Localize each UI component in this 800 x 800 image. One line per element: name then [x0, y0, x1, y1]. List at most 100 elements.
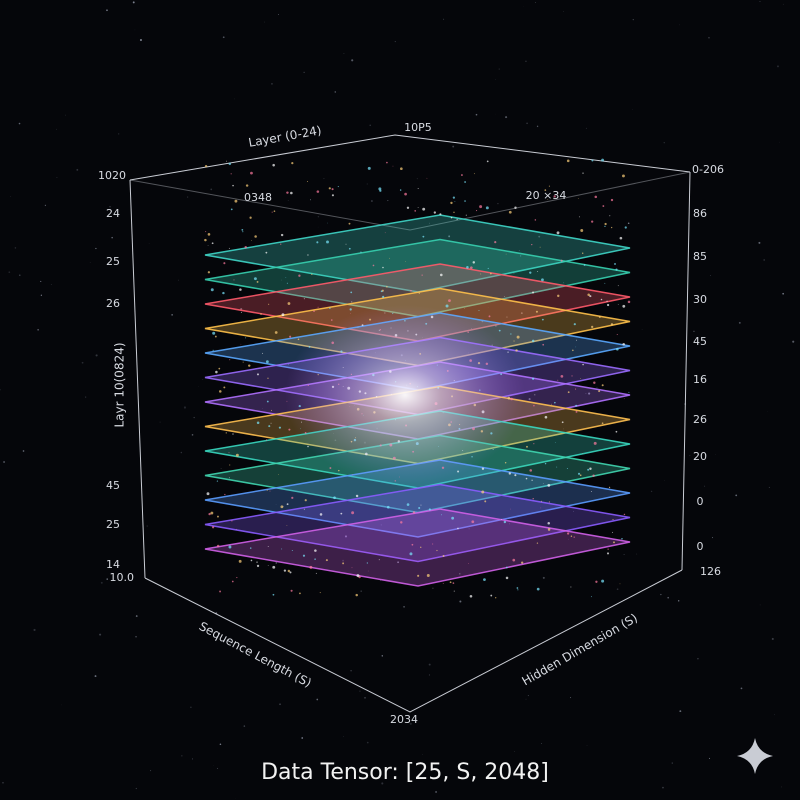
star: [0, 389, 1, 391]
particle: [557, 379, 559, 381]
particle: [616, 347, 619, 351]
particle: [231, 580, 234, 583]
particle: [378, 559, 380, 561]
particle: [418, 506, 421, 510]
star: [334, 91, 336, 93]
particle: [450, 216, 453, 219]
particle: [239, 288, 242, 291]
particle: [418, 292, 420, 294]
particle: [422, 207, 426, 211]
star: [65, 114, 66, 116]
box-edges: [129, 134, 691, 713]
particle: [464, 308, 465, 310]
particle: [505, 253, 507, 255]
particle: [518, 249, 520, 251]
bottom-edge: [144, 569, 683, 713]
particle: [240, 343, 242, 345]
star: [514, 751, 516, 752]
star: [360, 590, 362, 592]
particle: [241, 228, 244, 231]
particle: [510, 333, 512, 335]
star: [278, 14, 279, 16]
particle: [319, 592, 321, 594]
particle: [495, 597, 497, 599]
particle: [619, 236, 623, 240]
star: [409, 722, 412, 725]
star: [19, 274, 21, 276]
star: [768, 486, 770, 488]
particle: [421, 274, 423, 276]
particle: [607, 548, 609, 550]
particle: [205, 231, 207, 233]
particle: [540, 507, 542, 509]
particle: [510, 508, 511, 510]
star: [782, 292, 785, 295]
tick-label: 30: [693, 293, 707, 306]
axis-label: 0348: [244, 191, 272, 204]
star: [220, 468, 222, 469]
star: [588, 392, 591, 395]
star: [487, 307, 489, 308]
star: [369, 124, 371, 126]
particle: [211, 526, 215, 529]
particle: [513, 273, 515, 275]
particle: [260, 313, 262, 315]
particle: [218, 367, 221, 370]
star: [771, 637, 774, 640]
star: [505, 316, 508, 319]
star: [527, 695, 529, 697]
particle: [595, 580, 598, 583]
particle: [234, 199, 238, 203]
particle: [623, 513, 626, 516]
particle: [242, 361, 244, 363]
particle: [265, 360, 269, 364]
star: [178, 279, 179, 281]
star: [366, 183, 368, 185]
particle: [627, 300, 631, 304]
particle: [290, 589, 293, 592]
particle: [345, 243, 347, 245]
particle: [372, 264, 375, 267]
corner-label: 0-206: [692, 163, 724, 176]
particle: [278, 426, 281, 429]
particle: [515, 349, 518, 352]
inner-edge: [409, 171, 691, 231]
particle: [460, 174, 463, 177]
particle: [574, 388, 577, 390]
particle: [229, 359, 231, 361]
star: [650, 490, 653, 493]
star: [708, 36, 710, 39]
particle: [579, 474, 582, 477]
particle: [531, 479, 533, 481]
tick-label: 20: [693, 450, 707, 463]
particle: [531, 377, 535, 380]
tick-label: 26: [106, 297, 120, 310]
star: [40, 280, 42, 282]
particle: [590, 490, 592, 492]
star: [262, 408, 263, 409]
particle: [591, 325, 594, 329]
star: [33, 628, 36, 632]
particle: [274, 331, 278, 334]
tick-label: 25: [106, 518, 120, 531]
particle: [566, 468, 568, 470]
particle: [228, 545, 232, 549]
particle: [594, 195, 598, 199]
star: [538, 235, 541, 238]
particle: [450, 201, 453, 205]
particle: [572, 349, 574, 352]
particle: [228, 452, 230, 454]
particle: [465, 214, 467, 216]
star: [381, 782, 384, 785]
particle: [479, 205, 483, 209]
star: [671, 762, 673, 764]
tick-label: 0: [697, 540, 704, 553]
layer-plane: [204, 459, 631, 538]
axis-label: 20 ×34: [526, 189, 567, 202]
particle: [238, 559, 242, 563]
particle: [451, 516, 455, 520]
particle: [532, 498, 534, 500]
particle: [563, 282, 565, 284]
star: [89, 262, 91, 263]
